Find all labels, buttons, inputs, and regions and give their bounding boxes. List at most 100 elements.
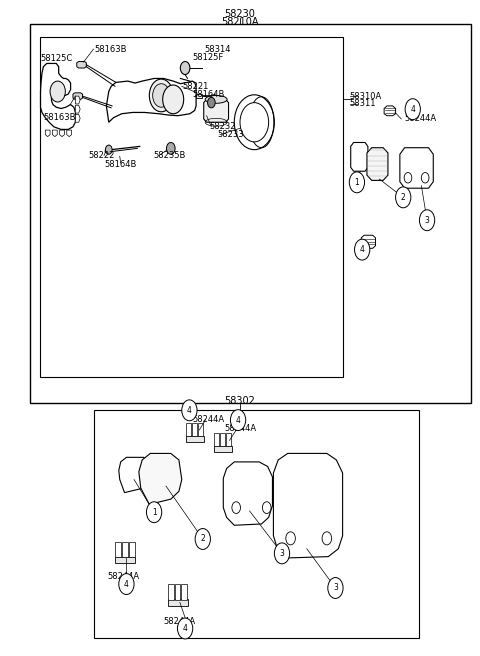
Polygon shape (75, 105, 80, 113)
Polygon shape (400, 148, 433, 188)
Polygon shape (186, 422, 191, 436)
Text: 4: 4 (236, 416, 240, 424)
Polygon shape (52, 130, 57, 136)
Text: 58232: 58232 (209, 122, 236, 131)
Text: 4: 4 (360, 245, 365, 254)
Polygon shape (196, 94, 202, 98)
Text: 58235B: 58235B (153, 151, 186, 160)
Polygon shape (75, 96, 80, 104)
Circle shape (240, 102, 269, 142)
Circle shape (182, 400, 197, 420)
Circle shape (153, 84, 170, 107)
Polygon shape (77, 62, 86, 68)
Bar (30, 24, 471, 403)
Polygon shape (119, 457, 148, 493)
Polygon shape (214, 432, 219, 446)
Circle shape (275, 543, 289, 564)
Circle shape (349, 172, 364, 193)
Polygon shape (116, 542, 121, 558)
Text: 1: 1 (152, 508, 156, 517)
Text: 3: 3 (279, 549, 285, 558)
Polygon shape (214, 445, 232, 452)
Text: 4: 4 (183, 624, 188, 633)
Polygon shape (122, 542, 128, 558)
Text: 3: 3 (333, 583, 338, 592)
Ellipse shape (205, 96, 227, 103)
Circle shape (396, 187, 411, 208)
Circle shape (50, 81, 65, 102)
Text: 58314: 58314 (204, 45, 231, 54)
Circle shape (404, 173, 412, 183)
Text: 2: 2 (401, 193, 406, 202)
Text: 4: 4 (410, 105, 415, 113)
Circle shape (163, 85, 184, 113)
Text: 3: 3 (425, 216, 430, 225)
Polygon shape (181, 584, 187, 600)
Circle shape (195, 529, 210, 550)
Text: 58164B: 58164B (104, 160, 136, 169)
Circle shape (405, 98, 420, 119)
Circle shape (328, 577, 343, 598)
Circle shape (180, 62, 190, 75)
Bar (95, 409, 419, 638)
Polygon shape (67, 130, 72, 136)
Text: 58210A: 58210A (221, 16, 259, 27)
Text: 58244A: 58244A (405, 114, 437, 123)
Text: 1: 1 (355, 178, 360, 187)
Circle shape (355, 239, 370, 260)
Circle shape (167, 142, 175, 154)
Polygon shape (45, 130, 50, 136)
Text: 58230: 58230 (225, 9, 255, 20)
Circle shape (146, 502, 162, 523)
Polygon shape (186, 436, 204, 442)
Text: 58221: 58221 (183, 82, 209, 91)
Text: 58311: 58311 (350, 100, 376, 108)
Circle shape (286, 532, 295, 545)
Text: 58125C: 58125C (40, 54, 73, 64)
Polygon shape (60, 130, 64, 136)
Circle shape (232, 502, 240, 514)
Polygon shape (204, 99, 228, 122)
Text: 58163B: 58163B (43, 113, 76, 121)
Text: 58164B: 58164B (192, 90, 225, 98)
Bar (39, 37, 343, 377)
Polygon shape (107, 79, 196, 122)
Text: 58244A: 58244A (164, 617, 196, 626)
Polygon shape (367, 148, 388, 180)
Polygon shape (220, 432, 226, 446)
Polygon shape (226, 432, 231, 446)
Polygon shape (75, 114, 80, 122)
Circle shape (263, 502, 271, 514)
Polygon shape (168, 599, 188, 605)
Circle shape (106, 145, 112, 154)
Circle shape (230, 409, 246, 430)
Polygon shape (116, 557, 135, 563)
Circle shape (119, 573, 134, 594)
Text: 58222: 58222 (88, 151, 115, 160)
Polygon shape (139, 453, 182, 504)
Polygon shape (198, 422, 203, 436)
Text: 58310A: 58310A (350, 92, 382, 100)
Polygon shape (175, 584, 180, 600)
Text: 4: 4 (124, 579, 129, 588)
Polygon shape (168, 584, 174, 600)
Polygon shape (384, 106, 396, 115)
Text: 58244A: 58244A (108, 572, 140, 581)
Circle shape (420, 210, 435, 231)
Text: 4: 4 (187, 406, 192, 415)
Polygon shape (40, 64, 75, 129)
Text: 58302: 58302 (225, 396, 255, 406)
Text: 58233: 58233 (217, 130, 244, 139)
Polygon shape (129, 542, 134, 558)
Polygon shape (351, 142, 368, 171)
Text: 58244A: 58244A (225, 424, 257, 433)
Polygon shape (73, 93, 83, 99)
Circle shape (322, 532, 332, 545)
Polygon shape (192, 422, 197, 436)
Polygon shape (223, 462, 273, 525)
Polygon shape (361, 236, 375, 249)
Text: 2: 2 (201, 535, 205, 543)
Circle shape (421, 173, 429, 183)
Circle shape (149, 79, 173, 112)
Text: 58163B: 58163B (95, 45, 127, 54)
